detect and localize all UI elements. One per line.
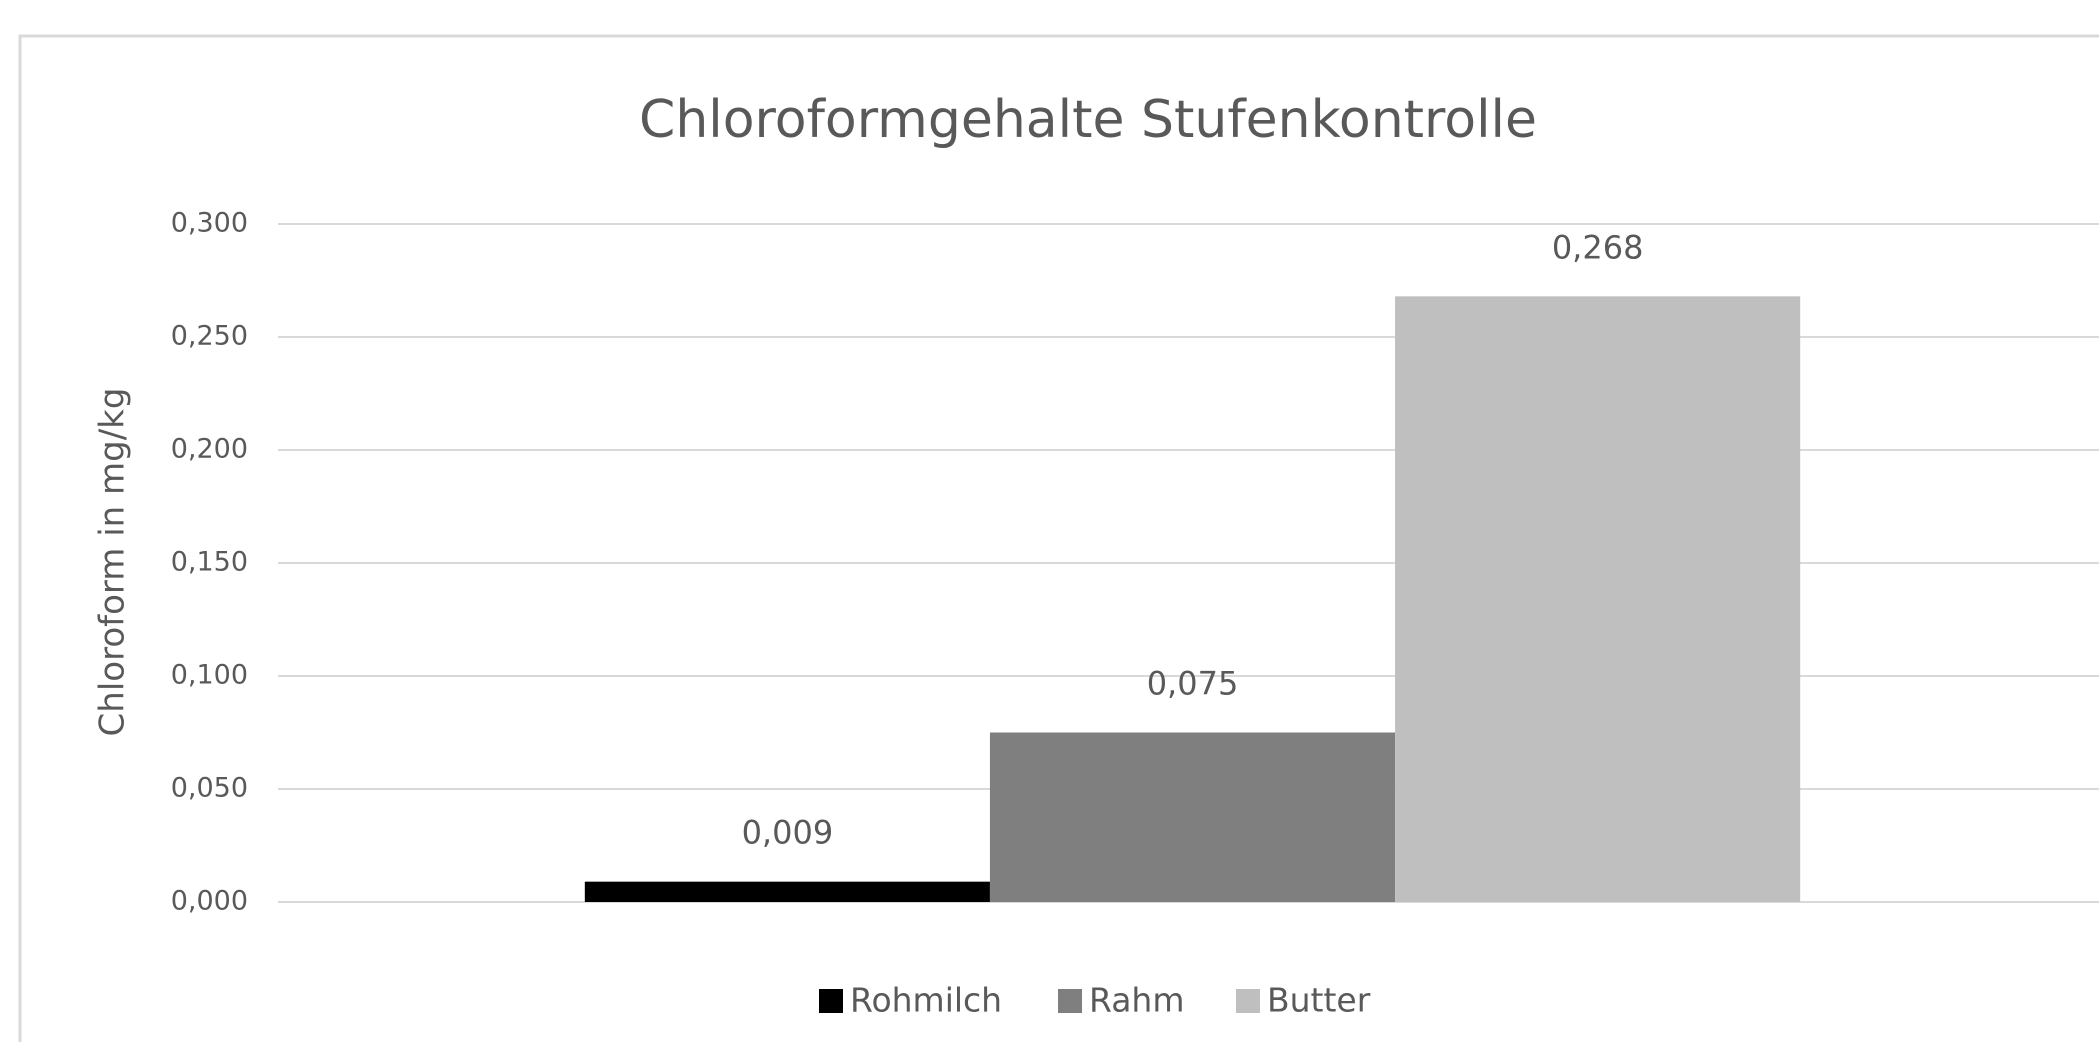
y-tick-label: 0,050 bbox=[171, 773, 248, 804]
legend-swatch bbox=[1058, 989, 1082, 1013]
data-label: 0,009 bbox=[742, 814, 834, 852]
bar bbox=[989, 732, 1396, 902]
chart-title: Chloroformgehalte Stufenkontrolle bbox=[639, 90, 1537, 150]
y-tick-label: 0,000 bbox=[171, 886, 248, 917]
data-label: 0,268 bbox=[1552, 228, 1644, 266]
y-axis-label: Chloroform in mg/kg bbox=[93, 388, 133, 737]
y-tick-label: 0,200 bbox=[171, 434, 248, 465]
legend-swatch bbox=[1236, 989, 1260, 1013]
legend-label: Butter bbox=[1267, 981, 1371, 1020]
y-tick-label: 0,250 bbox=[171, 321, 248, 352]
legend-label: Rohmilch bbox=[850, 981, 1002, 1020]
bar bbox=[1395, 296, 1801, 902]
data-label: 0,075 bbox=[1147, 665, 1239, 703]
y-tick-label: 0,100 bbox=[171, 660, 248, 691]
bar bbox=[584, 881, 990, 902]
legend-swatch bbox=[819, 989, 843, 1013]
y-tick-label: 0,150 bbox=[171, 547, 248, 578]
legend-label: Rahm bbox=[1089, 981, 1185, 1020]
y-tick-label: 0,300 bbox=[171, 208, 248, 239]
